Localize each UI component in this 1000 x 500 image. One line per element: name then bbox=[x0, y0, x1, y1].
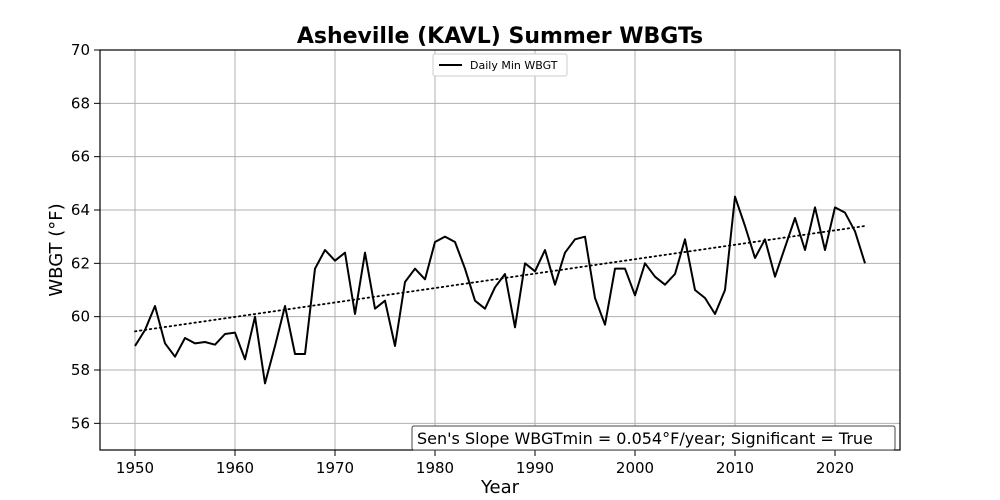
ticks-layer: 1950 1960 1970 1980 1990 2000 2010 2020 56 58 60 62… bbox=[71, 41, 854, 477]
legend: Daily Min WBGT bbox=[432, 53, 568, 77]
chart-title: Asheville (KAVL) Summer WBGTs bbox=[297, 24, 703, 49]
x-tick-label: 1990 bbox=[516, 459, 554, 477]
x-axis-label: Year bbox=[480, 477, 520, 498]
daily-min-wbgt-line bbox=[134, 195, 866, 385]
x-tick-label: 1970 bbox=[316, 459, 354, 477]
plot-frame bbox=[99, 49, 901, 451]
annotation-box bbox=[411, 425, 896, 451]
sens-slope-annotation: Sen's Slope WBGTmin = 0.054°F/year; Sign… bbox=[411, 425, 896, 451]
x-tick-label: 1980 bbox=[416, 459, 454, 477]
y-axis-label: WBGT (°F) bbox=[46, 203, 67, 296]
grid-layer bbox=[100, 49, 900, 450]
y-tick-label: 66 bbox=[71, 148, 90, 166]
y-tick-label: 56 bbox=[71, 414, 90, 432]
x-tick-label: 2020 bbox=[816, 459, 854, 477]
x-tick-label: 2010 bbox=[716, 459, 754, 477]
legend-label-daily-min-wbgt: Daily Min WBGT bbox=[470, 59, 558, 72]
annotation-text: Sen's Slope WBGTmin = 0.054°F/year; Sign… bbox=[417, 429, 873, 448]
x-tick-label: 2000 bbox=[616, 459, 654, 477]
y-tick-label: 60 bbox=[71, 308, 90, 326]
series-layer bbox=[134, 195, 866, 385]
y-tick-label: 58 bbox=[71, 361, 90, 379]
y-tick-label: 62 bbox=[71, 254, 90, 272]
y-tick-label: 64 bbox=[71, 201, 90, 219]
x-tick-label: 1960 bbox=[216, 459, 254, 477]
legend-box bbox=[432, 53, 568, 77]
x-tick-label: 1950 bbox=[116, 459, 154, 477]
y-tick-label: 70 bbox=[71, 41, 90, 59]
y-tick-label: 68 bbox=[71, 94, 90, 112]
trend-line bbox=[134, 225, 866, 333]
